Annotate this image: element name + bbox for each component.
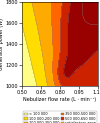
- X-axis label: Nebulizer flow rate (L · min⁻¹): Nebulizer flow rate (L · min⁻¹): [23, 97, 97, 102]
- Legend: < 100 000, 100 000-200 000, 200 000-350 000, 350 000-500 000, 500 000-650 000, s: < 100 000, 100 000-200 000, 200 000-350 …: [23, 111, 97, 123]
- Y-axis label: Generator power (W): Generator power (W): [0, 18, 4, 70]
